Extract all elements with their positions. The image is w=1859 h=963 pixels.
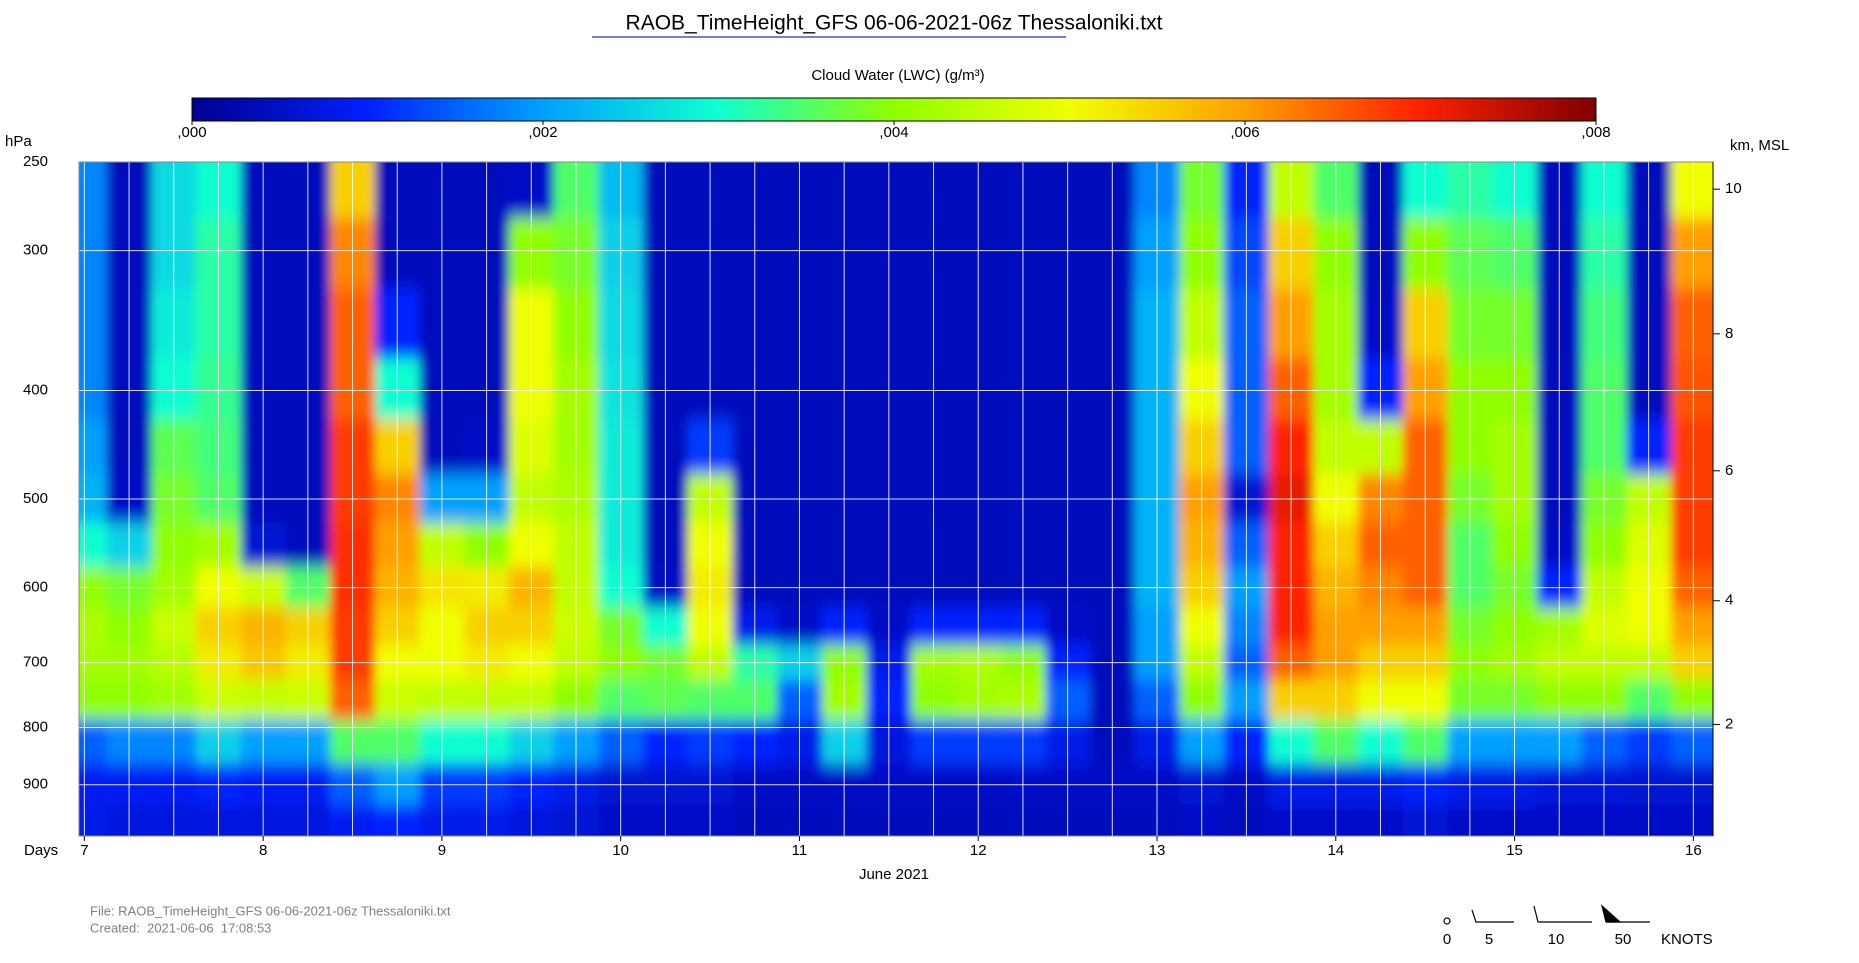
y-tick-label: 400 [23,381,48,398]
heatmap-cell [1670,679,1713,720]
heatmap-cell [1670,217,1713,289]
x-tick-label: 8 [259,842,267,859]
x-tick-label: 9 [438,842,446,859]
x-tick-label: 12 [970,842,987,859]
colorbar-tick-label: ,006 [1230,124,1259,141]
x-tick-label: 11 [792,842,808,859]
heatmap-cell [1670,288,1713,359]
colorbar-tick-label: ,004 [879,124,908,141]
heatmap-cell [79,522,108,567]
barb-label: 0 [1443,931,1451,948]
x-tick-label: 14 [1327,842,1344,859]
colorbar [191,97,1597,122]
heatmap-cell [79,288,108,359]
y-tick-label: 250 [23,153,48,170]
y-tick-label: 800 [23,718,48,735]
chart-title: RAOB_TimeHeight_GFS 06-06-2021-06z Thess… [626,12,1163,35]
heatmap-cell [79,358,108,420]
heatmap-cell [79,419,108,474]
heatmap-cell [79,804,108,836]
barb-legend [1443,904,1650,925]
y2-tick-label: 6 [1725,462,1733,479]
y2-tick-label: 4 [1725,592,1733,609]
file-note: File: RAOB_TimeHeight_GFS 06-06-2021-06z… [90,903,451,918]
barb-label: 10 [1548,931,1565,948]
colorbar-label: Cloud Water (LWC) (g/m³) [811,67,984,84]
y-tick-label: 700 [23,654,48,671]
x-tick-label: 16 [1685,842,1702,859]
x-tick-label: 15 [1506,842,1523,859]
heatmap-cell [79,763,108,805]
y2-tick-label: 2 [1725,715,1733,732]
y-tick-label: 900 [23,776,48,793]
barb-label: 50 [1615,931,1632,948]
colorbar-tick-label: ,000 [177,124,206,141]
barb-calm [1443,917,1451,925]
heatmap-cell [1670,473,1713,523]
x-tick-label: 13 [1149,842,1166,859]
colorbar-tick-label: ,008 [1581,124,1610,141]
heatmap-cell [1670,522,1713,567]
heatmap-cell [79,473,108,523]
y-axis-label: hPa [5,133,32,150]
heatmap-cell [79,162,108,219]
x-tick-label: 10 [612,842,629,859]
created-note: Created: 2021-06-06 17:08:53 [90,920,271,935]
heatmap-cell [79,607,108,646]
y-tick-label: 300 [23,242,48,259]
x-tick-label: 7 [80,842,88,859]
barb-50 [1600,904,1622,923]
barb-10 [1533,905,1592,923]
heatmap-cell [79,719,108,765]
heatmap-cell [1670,607,1713,646]
heatmap-cell [1670,566,1713,608]
y2-tick-label: 8 [1725,325,1733,342]
heatmap-cell [1670,358,1713,420]
x-axis-sublabel: June 2021 [859,866,929,883]
barb-unit: KNOTS [1661,931,1713,948]
y-tick-label: 500 [23,490,48,507]
heatmap-cell [79,566,108,608]
y2-axis-label: km, MSL [1730,137,1789,154]
heatmap-cell [1670,719,1713,765]
heatmap-cell [79,679,108,720]
heatmap-cell [1670,763,1713,805]
axes: ,000 ,002 ,004 ,006 ,008 250 300 400 500 600 700 80… [23,121,1742,859]
barb-label: 5 [1485,931,1493,948]
y-tick-label: 600 [23,579,48,596]
heatmap-cell [1670,804,1713,836]
colorbar-tick-label: ,002 [528,124,557,141]
heatmap-cell [1670,419,1713,474]
x-axis-label: Days [24,842,58,859]
heatmap-cell [79,217,108,289]
barb-5 [1471,909,1514,923]
y2-tick-label: 10 [1725,180,1742,197]
heatmap-cell [1670,162,1713,219]
